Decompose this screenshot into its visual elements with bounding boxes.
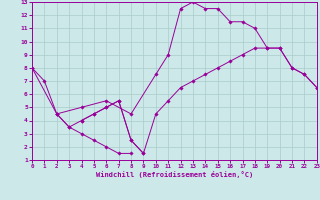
X-axis label: Windchill (Refroidissement éolien,°C): Windchill (Refroidissement éolien,°C) — [96, 171, 253, 178]
